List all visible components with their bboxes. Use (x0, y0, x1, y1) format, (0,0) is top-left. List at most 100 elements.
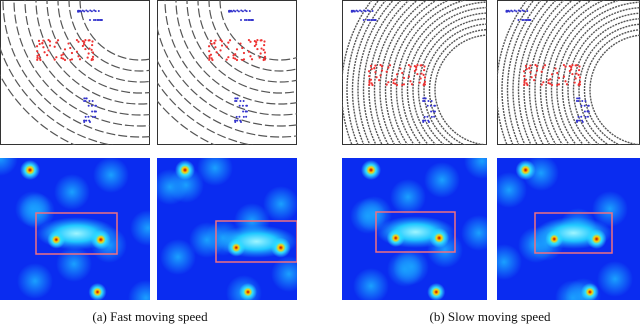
car-point (87, 52, 90, 55)
car-point (78, 58, 82, 61)
car-point (534, 63, 537, 67)
car-point (235, 48, 239, 51)
point-cloud-frame (0, 0, 150, 145)
car-point (522, 70, 526, 73)
car-point (373, 67, 376, 70)
car-point (543, 64, 547, 67)
car-point (53, 58, 56, 61)
heat-blob (54, 174, 90, 210)
heat-blob (597, 261, 633, 297)
car-point (242, 58, 246, 61)
car-point (524, 78, 528, 81)
car-point (378, 79, 381, 82)
object-point (424, 97, 427, 100)
car-point (219, 38, 222, 42)
object-point (234, 97, 237, 100)
car-point (242, 51, 246, 55)
car-point (399, 67, 402, 70)
object-point (91, 115, 94, 118)
car-point (214, 46, 217, 49)
object-point (581, 119, 584, 122)
car-point (523, 83, 526, 86)
object-point (423, 100, 426, 103)
car-point (91, 43, 94, 47)
car-point (70, 51, 74, 55)
object-point (242, 110, 245, 113)
car-point (256, 47, 259, 51)
object-point (94, 10, 97, 13)
object-point (584, 100, 587, 103)
object-point (353, 10, 356, 13)
car-point (62, 53, 65, 56)
object-point (86, 10, 89, 13)
car-point (235, 58, 239, 62)
car-point (529, 71, 532, 74)
car-point (211, 58, 214, 62)
object-point (234, 100, 237, 103)
car-point (263, 43, 266, 47)
car-point (228, 39, 232, 42)
heat-hotspot (88, 283, 107, 300)
lidar-ring (556, 1, 640, 145)
car-point (75, 38, 79, 42)
car-point (247, 38, 251, 42)
object-point (234, 119, 237, 122)
object-point (577, 115, 580, 118)
car-point (56, 39, 60, 42)
object-point (88, 119, 91, 122)
object-point (433, 104, 436, 107)
car-point (209, 53, 213, 56)
object-point (519, 10, 522, 13)
object-point (245, 115, 248, 118)
car-point (542, 81, 545, 84)
car-point (392, 81, 395, 85)
object-point (88, 100, 91, 103)
car-point (256, 39, 259, 42)
car-point (37, 53, 41, 56)
car-point (207, 45, 211, 48)
car-point (241, 46, 244, 50)
car-point (55, 56, 58, 59)
object-point (526, 18, 529, 21)
object-point (234, 10, 237, 13)
lidar-ring (406, 6, 487, 145)
car-point (415, 66, 418, 69)
lidar-ring (384, 0, 439, 145)
car-point (262, 58, 265, 62)
car-point (556, 71, 559, 75)
lidar-ring (589, 34, 640, 145)
heat-hotspot (20, 160, 40, 180)
car-point (577, 73, 580, 76)
car-point (36, 50, 39, 53)
car-point (91, 55, 95, 58)
object-point (93, 9, 96, 12)
heat-blob (393, 249, 429, 285)
car-point (47, 49, 50, 52)
car-point (395, 73, 399, 76)
car-point (43, 51, 46, 54)
heat-blob (424, 162, 460, 198)
lidar-ring (561, 6, 640, 145)
object-point (580, 104, 583, 107)
object-point (85, 97, 88, 100)
lidar-ring (379, 0, 429, 145)
heat-hotspot (545, 230, 564, 248)
car-point (578, 68, 581, 72)
car-point (387, 66, 390, 69)
car-point (250, 58, 254, 61)
object-point (228, 10, 231, 13)
heat-blob (93, 158, 129, 193)
object-point (366, 9, 369, 12)
car-point (208, 50, 211, 53)
car-point (88, 39, 91, 42)
car-point (401, 83, 404, 87)
object-point (84, 100, 87, 103)
lidar-ring (186, 0, 297, 94)
heat-hotspot (175, 160, 195, 180)
heat-blob (271, 256, 297, 292)
lidar-ring (390, 0, 451, 145)
car-point (263, 55, 267, 58)
lidar-ring (357, 0, 395, 145)
car-point (77, 55, 80, 58)
lidar-ring (197, 0, 297, 83)
